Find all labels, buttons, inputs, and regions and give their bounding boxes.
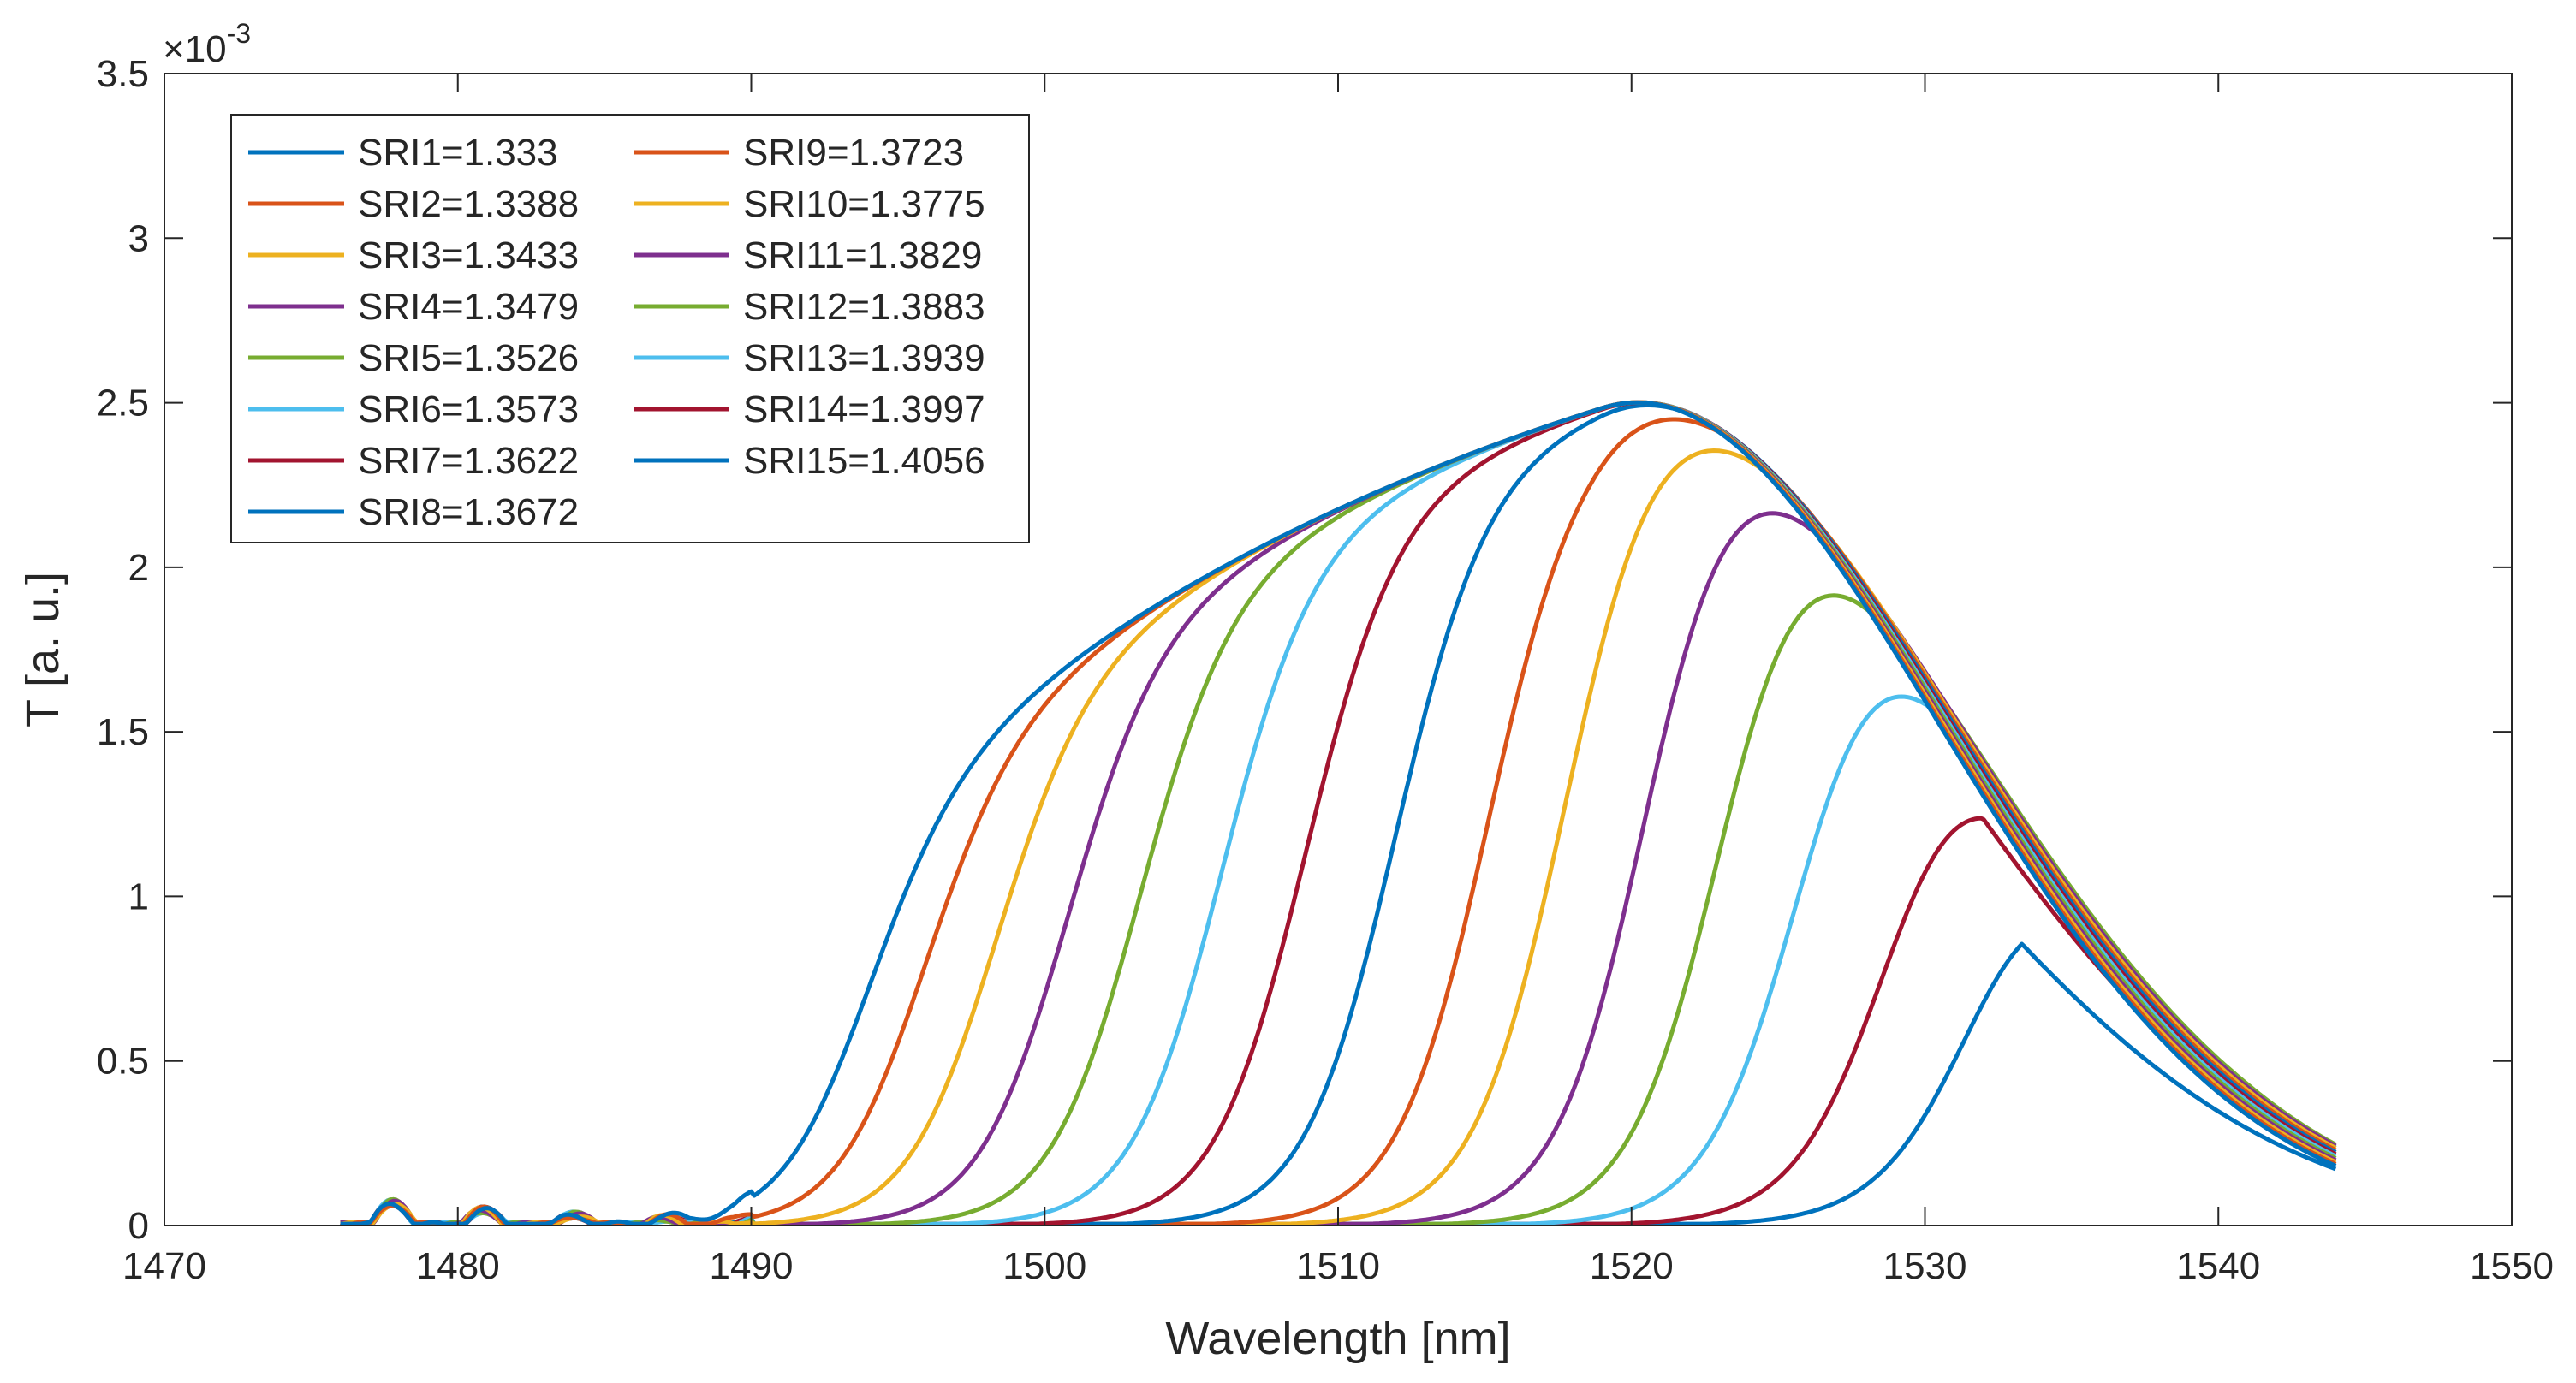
legend-box xyxy=(230,114,1030,543)
legend-label: SRI6=1.3573 xyxy=(358,389,579,430)
y-tick-label: 0 xyxy=(128,1205,149,1247)
x-tick-label: 1540 xyxy=(2176,1245,2260,1287)
x-tick-label: 1500 xyxy=(1002,1245,1086,1287)
legend-label: SRI8=1.3672 xyxy=(358,491,579,533)
legend-label: SRI15=1.4056 xyxy=(743,440,985,482)
legend-label: SRI2=1.3388 xyxy=(358,183,579,225)
legend-label: SRI14=1.3997 xyxy=(743,389,985,430)
x-tick-label: 1550 xyxy=(2470,1245,2554,1287)
x-axis-label: Wavelength [nm] xyxy=(1165,1313,1510,1364)
axes-layer: 1470 1480 1490 1500 1510 1520 1530 1540 1550 0 0.5… xyxy=(97,53,2554,1287)
plot-frame xyxy=(164,73,2513,1226)
x-tick-label: 1470 xyxy=(122,1245,206,1287)
legend-label: SRI3=1.3433 xyxy=(358,234,579,276)
y-tick-label: 1.5 xyxy=(97,711,149,753)
legend-label: SRI13=1.3939 xyxy=(743,337,985,379)
x-tick-label: 1490 xyxy=(710,1245,794,1287)
x-tick-label: 1480 xyxy=(416,1245,500,1287)
legend-label: SRI10=1.3775 xyxy=(743,183,985,225)
legend-label: SRI1=1.333 xyxy=(358,132,558,174)
legend-label: SRI7=1.3622 xyxy=(358,440,579,482)
legend: SRI1=1.333 SRI2=1.3388 SRI3=1.3433 SRI4=1.3… xyxy=(230,114,1030,543)
legend-label: SRI5=1.3526 xyxy=(358,337,579,379)
y-tick-label: 0.5 xyxy=(97,1041,149,1083)
y-axis-label: T [a. u.] xyxy=(17,572,68,727)
y-tick-label: 1 xyxy=(128,876,149,917)
legend-label: SRI4=1.3479 xyxy=(358,286,579,328)
series-layer xyxy=(340,400,2337,1226)
y-tick-label: 2.5 xyxy=(97,383,149,424)
x-tick-label: 1530 xyxy=(1883,1245,1967,1287)
legend-label: SRI11=1.3829 xyxy=(743,234,982,276)
y-tick-label: 3.5 xyxy=(97,53,149,95)
legend-label: SRI12=1.3883 xyxy=(743,286,985,328)
y-tick-label: 3 xyxy=(128,217,149,259)
x-tick-label: 1510 xyxy=(1296,1245,1380,1287)
y-axis-exponent: ×10-3 xyxy=(163,18,251,70)
series-line-1 xyxy=(340,400,2337,1226)
legend-label: SRI9=1.3723 xyxy=(743,132,964,174)
x-tick-label: 1520 xyxy=(1590,1245,1674,1287)
y-tick-label: 2 xyxy=(128,547,149,589)
